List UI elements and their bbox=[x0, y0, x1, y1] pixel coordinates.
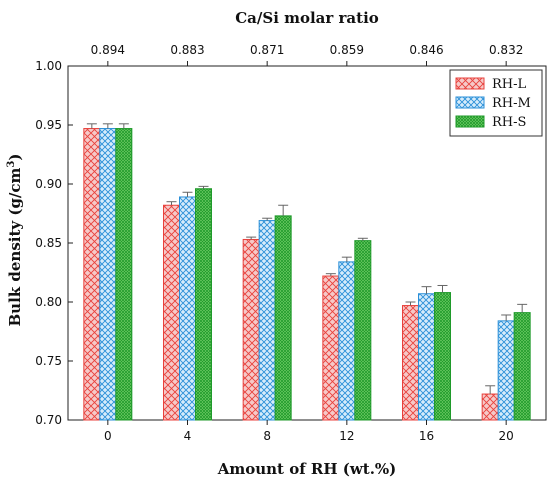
x-axis-title: Amount of RH (wt.%) bbox=[217, 460, 397, 478]
bar-rh-m-12 bbox=[338, 261, 356, 421]
bar-rh-s-0 bbox=[115, 128, 133, 421]
x2-tick-label: 0.859 bbox=[330, 43, 364, 57]
bar-rh-m-4 bbox=[179, 196, 196, 421]
bar-rh-m-0 bbox=[99, 128, 117, 421]
x2-axis-title: Ca/Si molar ratio bbox=[235, 9, 379, 27]
x-tick-label: 16 bbox=[419, 429, 434, 443]
bar-rh-l-12 bbox=[322, 275, 340, 421]
x2-tick-label: 0.832 bbox=[489, 43, 523, 57]
bars-group bbox=[83, 128, 531, 421]
y-tick-label: 0.75 bbox=[35, 354, 62, 368]
bar-rh-m-20 bbox=[497, 320, 515, 421]
y-axis-title: Bulk density (g/cm3) bbox=[6, 154, 24, 327]
y-tick-label: 0.80 bbox=[35, 295, 62, 309]
y-tick-label: 1.00 bbox=[35, 59, 62, 73]
bar-rh-s-16 bbox=[434, 292, 451, 421]
legend-label-rh-m: RH-M bbox=[492, 96, 531, 111]
x2-tick-label: 0.846 bbox=[409, 43, 443, 57]
y-axis: 0.70 0.75 0.80 0.85 0.90 0.95 1.00 bbox=[35, 59, 73, 427]
bar-rh-s-20 bbox=[513, 312, 531, 421]
bar-rh-l-4 bbox=[163, 204, 180, 421]
x-tick-label: 8 bbox=[263, 429, 271, 443]
y-tick-label: 0.90 bbox=[35, 177, 62, 191]
legend-swatch-rh-s bbox=[455, 115, 485, 128]
x2-tick-label: 0.894 bbox=[91, 43, 125, 57]
error-bars-group bbox=[86, 123, 528, 395]
bar-rh-s-8 bbox=[274, 215, 292, 421]
bar-rh-l-8 bbox=[242, 238, 260, 421]
y-axis-title-close: ) bbox=[6, 154, 24, 161]
x-tick-label: 12 bbox=[339, 429, 354, 443]
legend: RH-L RH-M RH-S bbox=[449, 69, 543, 137]
bar-rh-m-8 bbox=[258, 220, 276, 421]
x2-axis: 0.894 0.883 0.871 0.859 0.846 0.832 bbox=[91, 43, 523, 66]
legend-label-rh-s: RH-S bbox=[492, 115, 526, 130]
bar-rh-l-20 bbox=[481, 393, 499, 421]
y-axis-title-main: Bulk density (g/cm bbox=[6, 167, 24, 326]
legend-label-rh-l: RH-L bbox=[492, 77, 527, 92]
bar-rh-s-4 bbox=[195, 188, 212, 421]
x2-tick-label: 0.871 bbox=[250, 43, 284, 57]
bar-rh-m-16 bbox=[418, 293, 435, 421]
x-tick-label: 4 bbox=[184, 429, 192, 443]
x2-tick-label: 0.883 bbox=[170, 43, 204, 57]
y-axis-title-superscript: 3 bbox=[6, 161, 17, 168]
legend-swatch-rh-m bbox=[455, 96, 485, 109]
x-tick-label: 20 bbox=[499, 429, 514, 443]
y-tick-label: 0.70 bbox=[35, 413, 62, 427]
y-tick-label: 0.95 bbox=[35, 118, 62, 132]
y-tick-label: 0.85 bbox=[35, 236, 62, 250]
x-tick-label: 0 bbox=[104, 429, 112, 443]
bar-rh-l-0 bbox=[83, 128, 101, 421]
legend-swatch-rh-l bbox=[455, 77, 485, 90]
x-axis: 0 4 8 12 16 20 bbox=[104, 420, 514, 443]
bar-rh-s-12 bbox=[354, 240, 372, 421]
bar-rh-l-16 bbox=[402, 305, 419, 421]
